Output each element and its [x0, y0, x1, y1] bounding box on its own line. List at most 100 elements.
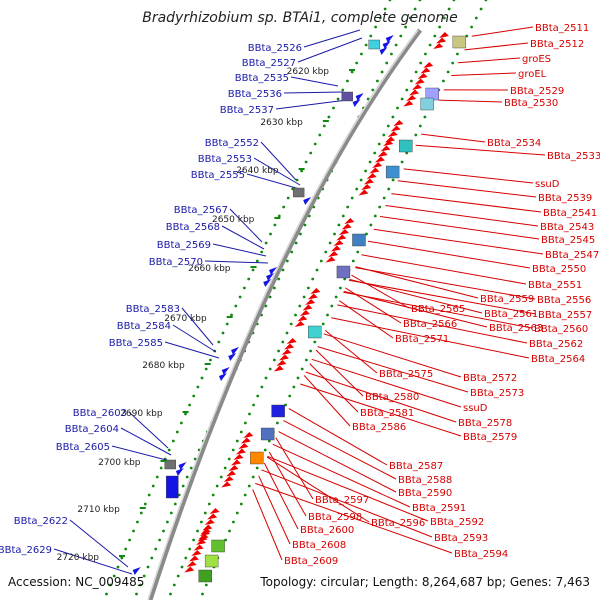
reverse-gene-arrow — [307, 293, 318, 300]
right-gene-label[interactable]: BBta_2565 — [411, 304, 465, 315]
right-gene-label[interactable]: BBta_2588 — [398, 475, 452, 486]
right-gene-label[interactable]: BBta_2580 — [365, 392, 419, 403]
right-gene-label[interactable]: BBta_2597 — [315, 495, 369, 506]
right-gene-label[interactable]: BBta_2560 — [534, 324, 588, 335]
left-leader-line — [275, 99, 348, 110]
right-gene-label[interactable]: BBta_2511 — [535, 23, 589, 34]
track-dot — [167, 448, 171, 452]
right-gene-label[interactable]: BBta_2578 — [458, 418, 512, 429]
right-gene-label[interactable]: BBta_2566 — [403, 319, 457, 330]
left-leader-line — [229, 208, 263, 243]
track-dot — [413, 7, 417, 11]
right-gene-label[interactable]: BBta_2533 — [547, 151, 600, 162]
reverse-gene-arrow — [276, 360, 287, 366]
left-gene-label[interactable]: BBta_2603 — [73, 408, 127, 419]
right-gene-label[interactable]: ssuD — [535, 179, 560, 190]
track-dot — [391, 178, 395, 182]
left-gene-label[interactable]: BBta_2584 — [117, 321, 171, 332]
left-gene-label[interactable]: BBta_2526 — [248, 43, 302, 54]
right-gene-label[interactable]: groES — [522, 54, 551, 65]
right-gene-label[interactable]: BBta_2564 — [531, 354, 585, 365]
right-gene-label[interactable]: BBta_2600 — [300, 525, 354, 536]
left-gene-label[interactable]: BBta_2555 — [191, 170, 245, 181]
reverse-gene-arrow — [411, 84, 422, 90]
right-gene-label[interactable]: groEL — [518, 69, 547, 80]
right-gene-label[interactable]: BBta_2530 — [504, 98, 558, 109]
left-gene-label[interactable]: BBta_2552 — [205, 138, 259, 149]
track-dot — [255, 259, 259, 263]
right-gene-label[interactable]: BBta_2562 — [529, 339, 583, 350]
track-dot — [189, 466, 193, 470]
left-gene-label[interactable]: BBta_2535 — [235, 73, 289, 84]
forward-gene-arrow — [218, 373, 227, 381]
track-dot — [391, 115, 395, 119]
left-gene-label[interactable]: BBta_2570 — [149, 257, 203, 268]
right-gene-label[interactable]: BBta_2579 — [463, 432, 517, 443]
right-gene-label[interactable]: ssuD — [463, 403, 488, 414]
right-gene-label[interactable]: BBta_2586 — [352, 422, 406, 433]
right-gene-label[interactable]: BBta_2609 — [284, 556, 338, 567]
left-gene-label[interactable]: BBta_2622 — [14, 516, 68, 527]
right-gene-label[interactable]: BBta_2559 — [480, 294, 534, 305]
track-dot — [184, 412, 187, 416]
right-gene-label[interactable]: BBta_2534 — [487, 138, 541, 149]
right-gene-label[interactable]: BBta_2557 — [538, 310, 592, 321]
right-leader-line — [451, 72, 517, 76]
right-gene-label[interactable]: BBta_2587 — [389, 461, 443, 472]
left-gene-label[interactable]: BBta_2569 — [157, 240, 211, 251]
track-dot — [307, 286, 310, 290]
right-gene-label[interactable]: BBta_2590 — [398, 488, 452, 499]
right-gene-label[interactable]: BBta_2545 — [541, 235, 595, 246]
left-gene-label[interactable]: BBta_2536 — [228, 89, 282, 100]
track-dot — [239, 502, 243, 506]
reverse-gene-arrow — [198, 533, 209, 540]
right-gene-label[interactable]: BBta_2543 — [540, 222, 594, 233]
right-gene-label[interactable]: BBta_2573 — [470, 388, 524, 399]
left-gene-label[interactable]: BBta_2553 — [198, 154, 252, 165]
left-gene-label[interactable]: BBta_2567 — [174, 205, 228, 216]
right-gene-label[interactable]: BBta_2547 — [545, 250, 599, 261]
right-gene-label[interactable]: BBta_2541 — [543, 208, 597, 219]
right-gene-label[interactable]: BBta_2561 — [484, 309, 538, 320]
track-dot — [268, 295, 272, 299]
right-gene-label[interactable]: BBta_2529 — [510, 86, 564, 97]
track-dot — [108, 583, 112, 587]
left-gene-label[interactable]: BBta_2583 — [126, 304, 180, 315]
track-dot — [399, 34, 403, 38]
right-gene-label[interactable]: BBta_2556 — [537, 295, 591, 306]
right-gene-label[interactable]: BBta_2598 — [308, 512, 362, 523]
left-gene-label[interactable]: BBta_2604 — [65, 424, 119, 435]
right-gene-label[interactable]: BBta_2596 — [371, 518, 425, 529]
left-gene-label[interactable]: BBta_2537 — [220, 105, 274, 116]
track-dot — [235, 511, 239, 515]
gene-features — [132, 32, 467, 583]
right-gene-label[interactable]: BBta_2608 — [292, 540, 346, 551]
left-gene-label[interactable]: BBta_2527 — [242, 58, 296, 69]
right-gene-label[interactable]: BBta_2581 — [360, 408, 414, 419]
right-gene-label[interactable]: BBta_2512 — [530, 39, 584, 50]
right-gene-label[interactable]: BBta_2572 — [463, 373, 517, 384]
right-gene-label[interactable]: BBta_2593 — [434, 533, 488, 544]
gene-feature-box — [385, 165, 400, 179]
reverse-gene-arrow — [238, 443, 249, 449]
track-dot — [204, 583, 208, 587]
right-gene-label[interactable]: BBta_2592 — [430, 517, 484, 528]
right-gene-label[interactable]: BBta_2575 — [379, 369, 433, 380]
right-gene-label[interactable]: BBta_2539 — [538, 193, 592, 204]
left-gene-label[interactable]: BBta_2605 — [56, 442, 110, 453]
reverse-gene-arrow — [333, 240, 344, 246]
left-gene-label[interactable]: BBta_2568 — [166, 222, 220, 233]
right-gene-label[interactable]: BBta_2594 — [454, 549, 508, 560]
right-gene-label[interactable]: BBta_2550 — [532, 264, 586, 275]
left-gene-label[interactable]: BBta_2585 — [109, 338, 163, 349]
gene-feature-box — [271, 404, 285, 418]
right-gene-label[interactable]: BBta_2571 — [395, 334, 449, 345]
gene-feature-box — [308, 325, 322, 339]
right-gene-label[interactable]: BBta_2563 — [489, 323, 543, 334]
track-dot — [390, 52, 393, 56]
left-gene-label[interactable]: BBta_2629 — [0, 545, 52, 556]
right-gene-label[interactable]: BBta_2591 — [412, 503, 466, 514]
track-dot — [177, 493, 181, 497]
right-leader-line — [255, 482, 453, 554]
right-gene-label[interactable]: BBta_2551 — [528, 280, 582, 291]
